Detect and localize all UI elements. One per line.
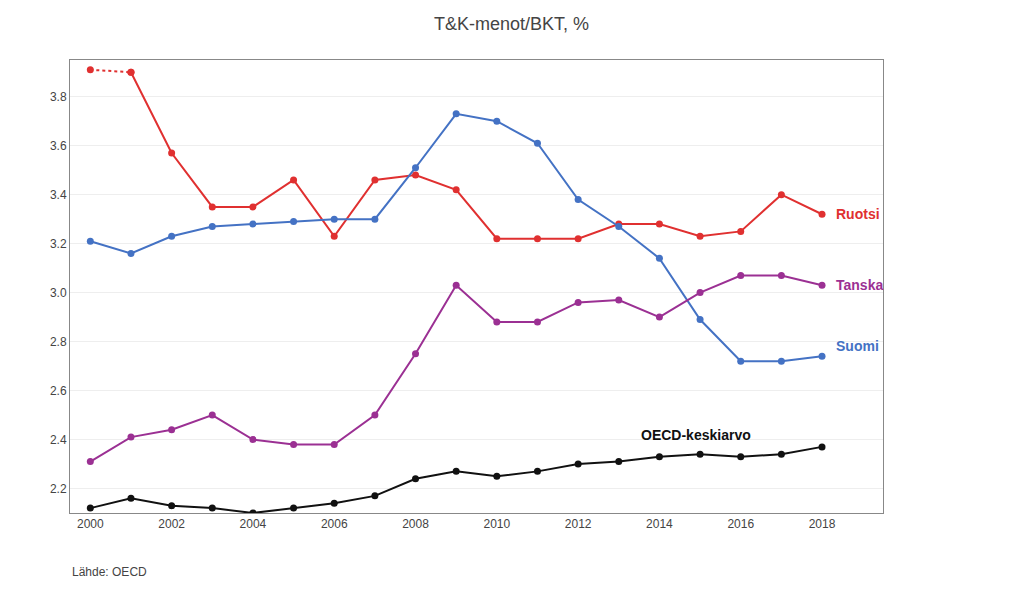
svg-text:2004: 2004: [240, 517, 267, 531]
svg-text:3.0: 3.0: [50, 286, 67, 300]
svg-text:Ruotsi: Ruotsi: [836, 206, 880, 222]
svg-text:Tanska: Tanska: [836, 277, 883, 293]
svg-text:2016: 2016: [727, 517, 754, 531]
svg-text:2018: 2018: [809, 517, 836, 531]
svg-text:2.6: 2.6: [50, 384, 67, 398]
svg-text:2006: 2006: [321, 517, 348, 531]
svg-text:2.4: 2.4: [50, 433, 67, 447]
svg-text:3.6: 3.6: [50, 139, 67, 153]
svg-text:3.4: 3.4: [50, 188, 67, 202]
svg-text:Suomi: Suomi: [836, 338, 879, 354]
svg-text:2002: 2002: [158, 517, 185, 531]
svg-text:2000: 2000: [77, 517, 104, 531]
svg-text:3.2: 3.2: [50, 237, 67, 251]
svg-text:2010: 2010: [483, 517, 510, 531]
svg-text:OECD-keskiarvo: OECD-keskiarvo: [641, 427, 751, 443]
svg-text:2012: 2012: [565, 517, 592, 531]
svg-text:2.2: 2.2: [50, 482, 67, 496]
svg-text:2014: 2014: [646, 517, 673, 531]
svg-text:2008: 2008: [402, 517, 429, 531]
svg-text:T&K-menot/BKT, %: T&K-menot/BKT, %: [434, 14, 589, 34]
svg-text:3.8: 3.8: [50, 90, 67, 104]
svg-text:Lähde: OECD: Lähde: OECD: [72, 565, 147, 579]
svg-text:2.8: 2.8: [50, 335, 67, 349]
